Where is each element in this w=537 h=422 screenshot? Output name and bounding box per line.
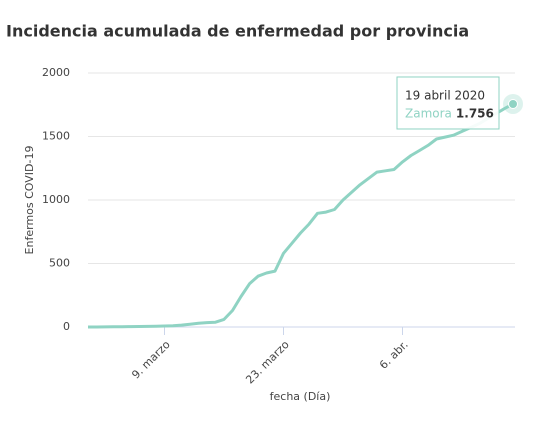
tooltip-value: 1.756 — [456, 106, 494, 120]
x-tick-label: 23. marzo — [243, 338, 292, 387]
tooltip-series: Zamora — [405, 106, 452, 120]
highlight-point — [508, 98, 518, 109]
y-tick-label: 0 — [63, 320, 70, 333]
tooltip-date: 19 abril 2020 — [405, 88, 485, 102]
y-tick-label: 1500 — [42, 130, 70, 143]
x-tick-label: 9. marzo — [129, 338, 173, 382]
tooltip-box — [396, 76, 500, 130]
y-tick-label: 1000 — [42, 193, 70, 206]
series-line — [88, 102, 514, 329]
x-tick-label: 6. abr. — [377, 338, 411, 372]
y-axis-label: Enfermos COVID-19 — [23, 146, 36, 255]
y-tick-label: 500 — [49, 257, 70, 270]
chart-title: Incidencia acumulada de enfermedad por p… — [6, 22, 469, 41]
tooltip: 19 abril 2020 Zamora 1.756 — [396, 76, 500, 130]
y-tick-label: 2000 — [42, 66, 70, 79]
x-axis-label: fecha (Día) — [270, 390, 331, 403]
